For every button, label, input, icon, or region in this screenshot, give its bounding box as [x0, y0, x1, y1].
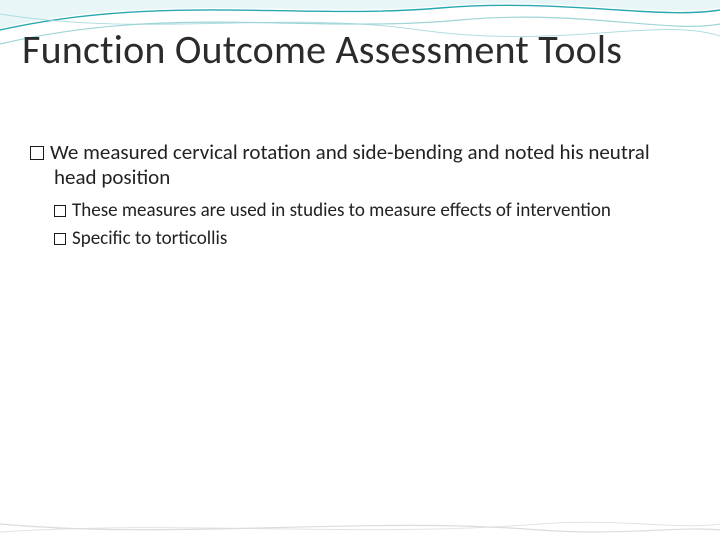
square-bullet-icon	[54, 205, 66, 217]
slide-title: Function Outcome Assessment Tools	[22, 28, 682, 71]
square-bullet-icon	[54, 233, 66, 245]
slide-body: We measured cervical rotation and side-b…	[30, 140, 670, 256]
bullet-text: These measures are used in studies to me…	[72, 199, 611, 222]
square-bullet-icon	[30, 146, 44, 160]
decorative-bottom-curves	[0, 480, 720, 540]
bullet-level-2: These measures are used in studies to me…	[54, 200, 670, 222]
bullet-text: Specific to torticollis	[72, 227, 227, 250]
bullet-level-1: We measured cervical rotation and side-b…	[30, 140, 670, 190]
bullet-text: We measured cervical rotation and side-b…	[50, 139, 650, 190]
slide: Function Outcome Assessment Tools We mea…	[0, 0, 720, 540]
bullet-level-2: Specific to torticollis	[54, 228, 670, 250]
